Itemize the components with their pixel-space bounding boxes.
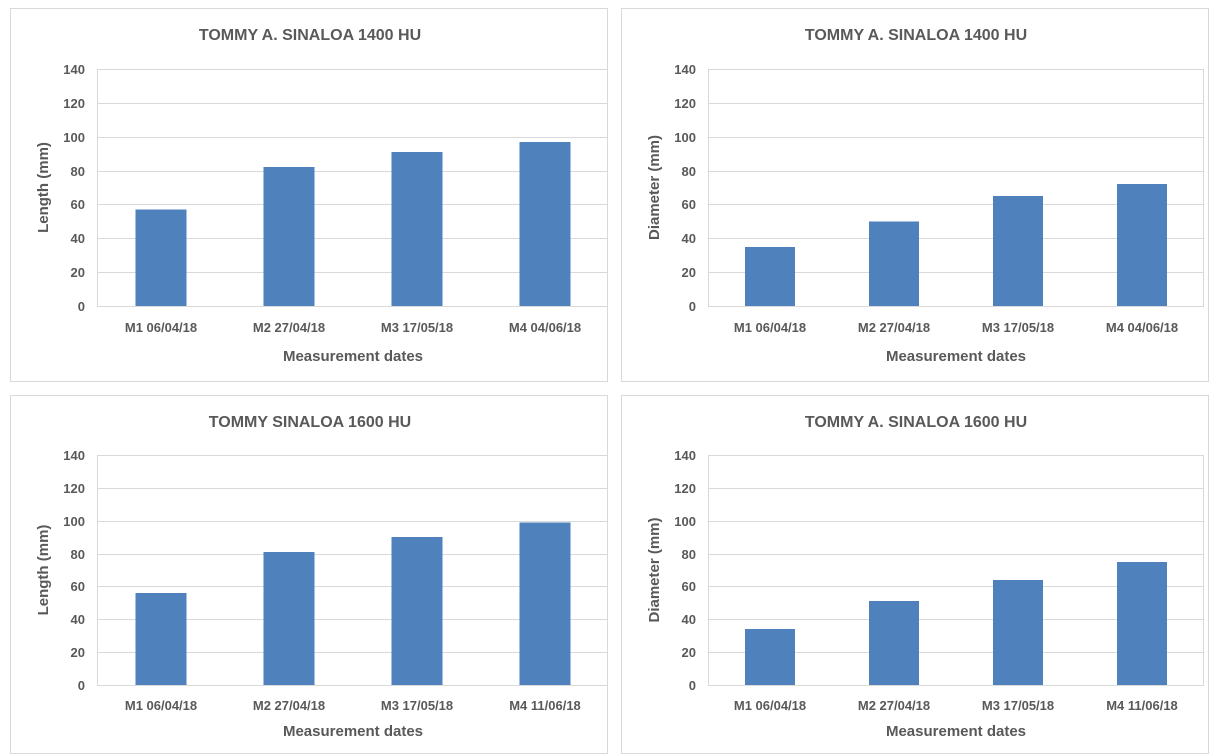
x-tick-label: M4 04/06/18 (1106, 320, 1178, 335)
y-tick-label: 20 (71, 265, 85, 280)
chart-svg: 0 20 40 60 80 100 120 140 M1 06/04/18 M2 27/04/1… (646, 414, 1204, 740)
x-tick-label: M1 06/04/18 (125, 698, 197, 713)
y-tick-label: 0 (689, 299, 696, 314)
y-tick-label: 60 (71, 197, 85, 212)
x-axis-label: Measurement dates (283, 348, 423, 365)
y-tick-label: 100 (63, 514, 85, 529)
y-tick-label: 120 (63, 96, 85, 111)
y-tick-label: 80 (71, 547, 85, 562)
y-tick-label: 60 (682, 197, 696, 212)
y-tick-label: 100 (674, 130, 696, 145)
y-tick-label: 20 (682, 645, 696, 660)
bar (391, 537, 443, 685)
y-tick-label: 80 (682, 547, 696, 562)
y-tick-label: 80 (71, 164, 85, 179)
x-tick-label: M1 06/04/18 (734, 320, 806, 335)
chart-title: TOMMY A. SINALOA 1600 HU (805, 414, 1027, 431)
y-tick-label: 140 (674, 448, 696, 463)
bar (391, 151, 443, 306)
bar (1117, 184, 1167, 306)
x-tick-label: M2 27/04/18 (253, 698, 325, 713)
y-axis-label: Diameter (mm) (646, 135, 663, 240)
plot-area (708, 455, 1204, 686)
chart-panel-diameter-1400: 0 20 40 60 80 100 120 140 M1 06/04/18 M2 27/04/1… (621, 8, 1209, 382)
x-tick-label: M4 11/06/18 (509, 698, 581, 713)
x-tick-label: M3 17/05/18 (381, 698, 453, 713)
y-tick-label: 0 (689, 678, 696, 693)
chart-title: TOMMY SINALOA 1600 HU (209, 414, 411, 431)
chart-svg: 0 20 40 60 80 100 120 140 M1 06/04/18 M2 27/04/1… (35, 27, 607, 365)
x-tick-label: M4 11/06/18 (1106, 698, 1178, 713)
y-tick-label: 140 (674, 62, 696, 77)
x-axis-label: Measurement dates (283, 723, 423, 740)
chart-title: TOMMY A. SINALOA 1400 HU (199, 27, 421, 44)
y-axis-label: Length (mm) (35, 142, 52, 233)
bar (745, 629, 795, 685)
bar (869, 601, 919, 685)
y-tick-label: 100 (63, 130, 85, 145)
chart-svg: 0 20 40 60 80 100 120 140 M1 06/04/18 M2 27/04/1… (35, 414, 607, 740)
y-tick-label: 40 (71, 612, 85, 627)
y-tick-label: 20 (71, 645, 85, 660)
chart-panel-length-1400: 0 20 40 60 80 100 120 140 M1 06/04/18 M2 27/04/1… (10, 8, 608, 382)
y-tick-label: 40 (682, 231, 696, 246)
y-tick-label: 140 (63, 448, 85, 463)
bar (263, 551, 315, 685)
y-tick-label: 40 (71, 231, 85, 246)
x-tick-label: M2 27/04/18 (253, 320, 325, 335)
y-tick-label: 120 (674, 96, 696, 111)
chart-panel-length-1600: 0 20 40 60 80 100 120 140 M1 06/04/18 M2 27/04/1… (10, 395, 608, 754)
y-tick-label: 0 (78, 299, 85, 314)
bar (993, 579, 1043, 685)
x-tick-label: M2 27/04/18 (858, 320, 930, 335)
bar (135, 593, 187, 685)
plot-area (97, 455, 607, 686)
y-tick-label: 100 (674, 514, 696, 529)
y-tick-label: 80 (682, 164, 696, 179)
y-axis-label: Diameter (mm) (646, 517, 663, 622)
x-tick-label: M3 17/05/18 (381, 320, 453, 335)
y-axis-label: Length (mm) (35, 525, 52, 616)
bar (263, 167, 315, 306)
y-tick-label: 20 (682, 265, 696, 280)
x-tick-label: M1 06/04/18 (734, 698, 806, 713)
x-tick-label: M3 17/05/18 (982, 320, 1054, 335)
x-tick-label: M1 06/04/18 (125, 320, 197, 335)
x-axis-label: Measurement dates (886, 723, 1026, 740)
bar (745, 246, 795, 306)
bar (993, 195, 1043, 306)
y-tick-label: 140 (63, 62, 85, 77)
y-tick-label: 60 (682, 579, 696, 594)
x-tick-label: M3 17/05/18 (982, 698, 1054, 713)
y-tick-label: 60 (71, 579, 85, 594)
y-tick-label: 40 (682, 612, 696, 627)
x-axis-label: Measurement dates (886, 348, 1026, 365)
plot-area (708, 69, 1204, 307)
bar (519, 522, 571, 685)
bar (519, 141, 571, 306)
y-tick-label: 120 (63, 481, 85, 496)
bar (1117, 561, 1167, 685)
bar (135, 209, 187, 306)
chart-title: TOMMY A. SINALOA 1400 HU (805, 27, 1027, 44)
y-tick-label: 120 (674, 481, 696, 496)
bar (869, 221, 919, 306)
plot-area (97, 69, 607, 307)
chart-panel-diameter-1600: 0 20 40 60 80 100 120 140 M1 06/04/18 M2 27/04/1… (621, 395, 1209, 754)
x-tick-label: M4 04/06/18 (509, 320, 581, 335)
y-tick-label: 0 (78, 678, 85, 693)
x-tick-label: M2 27/04/18 (858, 698, 930, 713)
chart-svg: 0 20 40 60 80 100 120 140 M1 06/04/18 M2 27/04/1… (646, 27, 1204, 365)
